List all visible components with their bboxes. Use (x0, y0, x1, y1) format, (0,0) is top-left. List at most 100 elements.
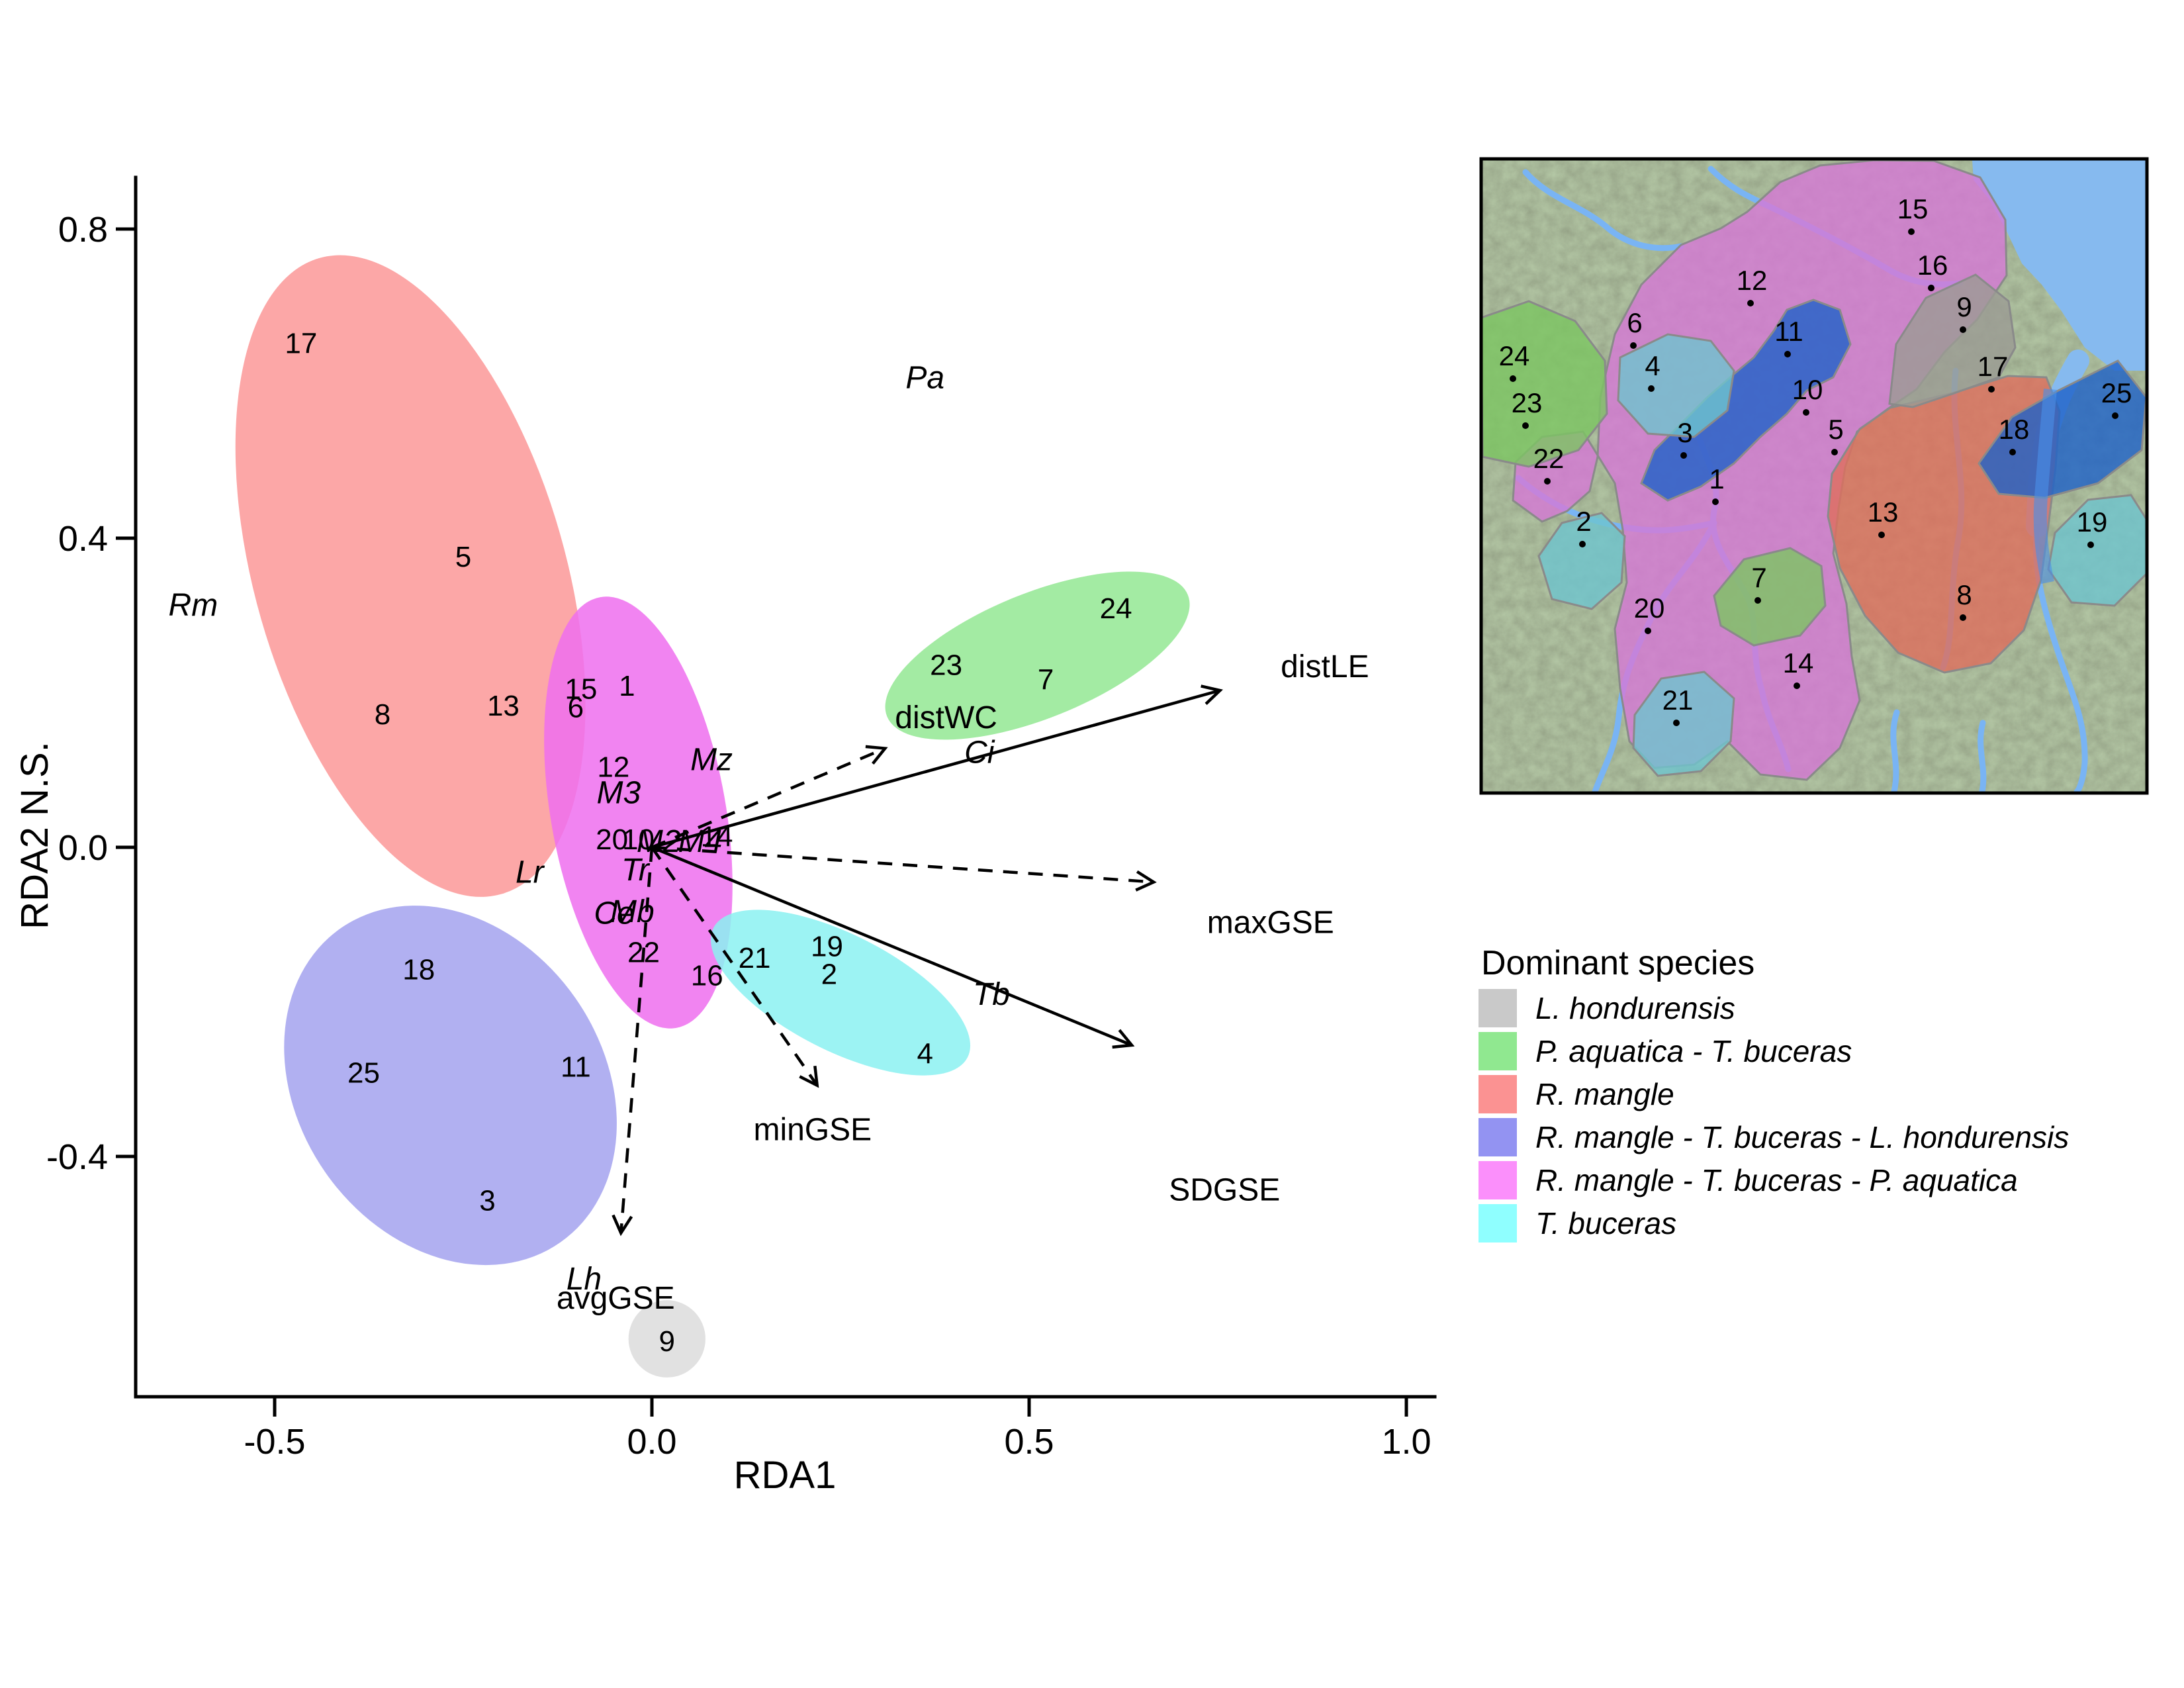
map-lake (1972, 160, 2146, 371)
species-score-Ci: Ci (964, 735, 995, 771)
confidence-ellipses (235, 255, 1190, 1378)
rda-site-24: 24 (1100, 592, 1132, 625)
map-site-label-9: 9 (1956, 291, 1972, 322)
species-score-Rm: Rm (169, 588, 218, 623)
rda-site-13: 13 (487, 690, 520, 722)
map-site-dot-9 (1960, 326, 1966, 333)
rda-site-10: 10 (622, 823, 655, 856)
map-site-label-14: 14 (1783, 647, 1814, 679)
vector-label-distLE: distLE (1281, 649, 1369, 684)
x-tick-label: 1.0 (1381, 1422, 1431, 1462)
map-site-dot-8 (1960, 614, 1966, 621)
legend-swatch-lh (1479, 989, 1517, 1027)
map-region-teal-2 (1537, 512, 1626, 610)
legend-label-rtl: R. mangle - T. buceras - L. hondurensis (1535, 1120, 2069, 1154)
map-site-label-18: 18 (1999, 414, 2030, 445)
map-river (1522, 169, 1684, 252)
species-score-M2: M2 (637, 824, 681, 859)
rda-site-14: 14 (701, 820, 733, 853)
map-site-label-15: 15 (1897, 193, 1929, 224)
rda-site-17: 17 (285, 328, 317, 360)
vector-label-minGSE: minGSE (753, 1112, 872, 1147)
legend-swatch-rm (1479, 1075, 1517, 1113)
rda-site-1: 1 (619, 670, 635, 702)
rda-site-20: 20 (596, 823, 628, 856)
map-site-dot-2 (1579, 541, 1586, 547)
rda-site-22: 22 (627, 937, 660, 969)
species-score-M4: M4 (678, 824, 723, 859)
map-site-dot-13 (1878, 532, 1885, 538)
species-score-Ce: Ce (594, 896, 634, 931)
map-site-label-2: 2 (1576, 506, 1591, 537)
map-site-label-19: 19 (2077, 506, 2108, 538)
confidence-ellipse-rm (235, 255, 586, 897)
legend-label-lh: L. hondurensis (1535, 991, 1735, 1025)
map-region-gray-9 (1888, 273, 2017, 408)
map-region-blue-18-25 (1978, 359, 2147, 499)
vector-arrow-avgGSE (612, 847, 654, 1237)
rda-site-4: 4 (917, 1038, 933, 1070)
map-site-label-24: 24 (1499, 340, 1530, 371)
map-inset: 15 16 12 9 6 11 24 4 17 10 25 23 18 5 3 22 1 13 2 19 7 8 20 14 2… (1479, 157, 2149, 795)
map-site-label-7: 7 (1751, 562, 1766, 593)
map-river-over-blue (2033, 389, 2057, 584)
rda-site-12: 12 (597, 751, 629, 783)
map-site-dot-6 (1630, 342, 1637, 349)
map-site-dot-3 (1680, 452, 1687, 459)
map-site-label-21: 21 (1662, 684, 1694, 716)
map-site-label-17: 17 (1978, 351, 2009, 382)
vector-arrow-distLE (651, 684, 1223, 849)
map-site-dot-24 (1510, 375, 1516, 382)
map-region-green-7 (1713, 547, 1827, 647)
rda-site-21: 21 (739, 942, 771, 974)
rda-site-5: 5 (455, 541, 471, 573)
species-score-Tb: Tb (973, 977, 1010, 1012)
vector-arrow-maxGSE (651, 845, 1157, 892)
y-axis-ticks: 0.8 0.4 0.0 -0.4 (46, 210, 136, 1177)
map-site-label-5: 5 (1828, 414, 1843, 445)
confidence-ellipse-rtl (284, 906, 617, 1266)
species-score-Mz: Mz (690, 742, 733, 777)
map-site-label-12: 12 (1737, 265, 1768, 296)
map-border (1479, 157, 2149, 795)
map-site-label-11: 11 (1774, 316, 1803, 347)
map-region-teal-19 (2047, 494, 2147, 607)
vector-label-maxGSE: maxGSE (1207, 906, 1334, 941)
x-tick-label: -0.5 (244, 1422, 305, 1462)
map-site-dot-20 (1645, 628, 1651, 634)
map-site-dot-7 (1754, 597, 1761, 604)
legend-title: Dominant species (1481, 944, 1754, 982)
species-score-Tr: Tr (621, 853, 651, 888)
map-site-dot-17 (1988, 386, 1995, 393)
map-site-dot-23 (1522, 422, 1529, 429)
map-site-label-4: 4 (1645, 350, 1660, 381)
map-region-teal-21 (1632, 671, 1735, 777)
species-score-Lr: Lr (516, 855, 545, 890)
legend-label-pt: P. aquatica - T. buceras (1535, 1034, 1852, 1068)
legend-items: L. hondurensis P. aquatica - T. buceras R.… (1479, 989, 2069, 1243)
map-site-markers: 15 16 12 9 6 11 24 4 17 10 25 23 18 5 3 22 1 13 2 19 7 8 20 14 2… (1499, 193, 2132, 726)
vector-label-SDGSE: SDGSE (1169, 1173, 1280, 1208)
rda-site-18: 18 (402, 953, 435, 986)
legend-swatch-rtl (1479, 1118, 1517, 1156)
vector-label-avgGSE: avgGSE (557, 1281, 675, 1316)
legend-label-rm: R. mangle (1535, 1077, 1674, 1111)
map-site-dot-4 (1648, 385, 1655, 392)
map-site-label-3: 3 (1677, 417, 1692, 448)
map-site-label-16: 16 (1917, 250, 1948, 281)
map-region-teal-4 (1617, 333, 1735, 438)
rda-site-19: 19 (811, 930, 843, 962)
map-region-green-24-23 (1481, 300, 1608, 468)
map-site-label-13: 13 (1868, 496, 1899, 528)
map-site-label-23: 23 (1512, 387, 1543, 418)
species-score-Mb: Mb (610, 894, 655, 929)
map-site-label-6: 6 (1627, 307, 1642, 338)
y-tick-label: -0.4 (46, 1137, 108, 1177)
species-score-Lh: Lh (567, 1262, 602, 1297)
map-site-dot-22 (1544, 478, 1551, 485)
map-site-label-1: 1 (1709, 463, 1724, 494)
map-site-dot-15 (1908, 228, 1915, 235)
map-river (1978, 720, 1987, 793)
map-dominance-regions (1481, 159, 2147, 781)
